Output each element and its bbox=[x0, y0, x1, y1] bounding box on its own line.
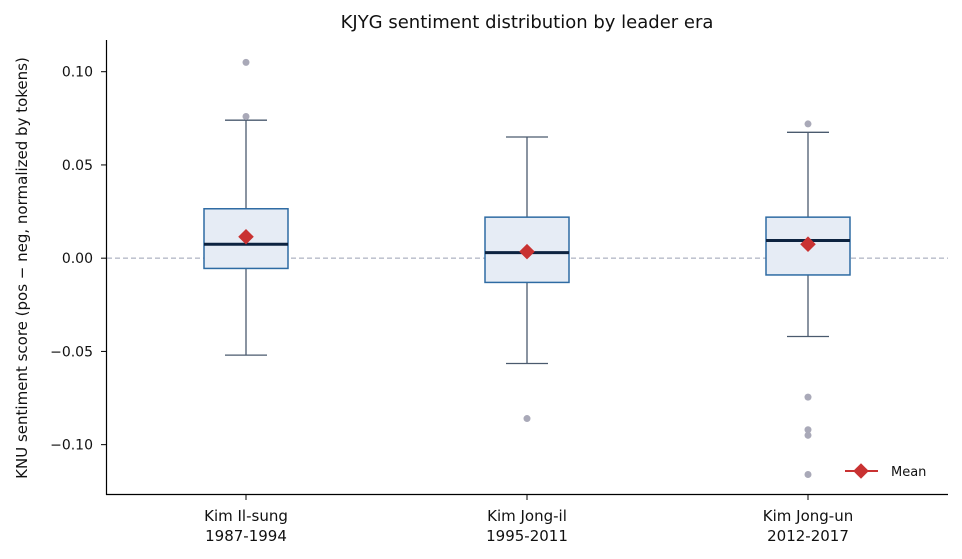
legend-mean-label: Mean bbox=[891, 465, 926, 480]
y-tick-label: 0.05 bbox=[62, 158, 93, 174]
y-axis-label: KNU sentiment score (pos − neg, normaliz… bbox=[13, 57, 31, 479]
legend: Mean bbox=[845, 463, 926, 480]
x-tick-label-era: Kim Jong-il bbox=[487, 507, 567, 525]
outlier-point bbox=[242, 112, 250, 120]
mean-marker bbox=[238, 228, 254, 245]
outlier-point bbox=[804, 393, 812, 401]
legend-mean-marker bbox=[853, 463, 869, 479]
y-axis-ticks: 0.10 0.05 0.00 −0.05 −0.10 bbox=[50, 65, 106, 454]
box-group bbox=[765, 120, 851, 478]
outlier-point bbox=[804, 470, 812, 478]
outlier-point bbox=[804, 120, 812, 128]
box-group bbox=[203, 58, 289, 356]
x-tick-label-era: Kim Jong-un bbox=[763, 507, 853, 525]
outlier-point bbox=[804, 426, 812, 434]
box-series bbox=[203, 58, 851, 478]
mean-marker bbox=[519, 243, 535, 260]
x-tick-label-era: Kim Il-sung bbox=[204, 507, 288, 525]
x-tick-label-years: 1995-2011 bbox=[486, 527, 568, 545]
outlier-point bbox=[804, 431, 812, 439]
x-axis-ticks: Kim Il-sung 1987-1994 Kim Jong-il 1995-2011… bbox=[204, 495, 853, 545]
outlier-point bbox=[523, 415, 531, 423]
outlier-point bbox=[242, 58, 250, 66]
y-tick-label: 0.00 bbox=[62, 251, 93, 267]
y-tick-label: −0.10 bbox=[50, 438, 93, 454]
mean-marker bbox=[800, 236, 816, 252]
y-tick-label: 0.10 bbox=[62, 65, 93, 81]
y-tick-label: −0.05 bbox=[50, 344, 93, 360]
x-tick-label-years: 2012-2017 bbox=[767, 527, 849, 545]
box-group bbox=[484, 136, 570, 423]
chart-title: KJYG sentiment distribution by leader er… bbox=[341, 12, 714, 33]
x-tick-label-years: 1987-1994 bbox=[205, 527, 287, 545]
